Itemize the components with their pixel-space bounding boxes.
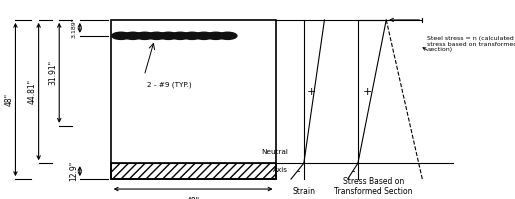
Circle shape xyxy=(112,32,130,39)
Text: +: + xyxy=(307,87,316,97)
Circle shape xyxy=(171,32,190,39)
Text: Neutral: Neutral xyxy=(262,149,288,155)
Text: 2 - #9 (TYP.): 2 - #9 (TYP.) xyxy=(147,82,192,88)
Circle shape xyxy=(207,32,225,39)
Bar xyxy=(111,20,276,179)
Text: -: - xyxy=(351,166,354,176)
Text: 3.189": 3.189" xyxy=(71,18,76,38)
Circle shape xyxy=(147,32,166,39)
Circle shape xyxy=(195,32,213,39)
Bar xyxy=(111,163,276,179)
Text: 44.81": 44.81" xyxy=(27,79,37,104)
Circle shape xyxy=(183,32,201,39)
Bar xyxy=(111,163,276,179)
Text: Stress Based on
Transformed Section: Stress Based on Transformed Section xyxy=(334,177,413,196)
Circle shape xyxy=(124,32,142,39)
Text: Axis: Axis xyxy=(273,167,288,173)
Circle shape xyxy=(135,32,154,39)
Text: Steel stress = n (calculated
stress based on transformed
section): Steel stress = n (calculated stress base… xyxy=(427,36,515,52)
Text: Strain: Strain xyxy=(293,187,315,196)
Circle shape xyxy=(159,32,178,39)
Text: -: - xyxy=(297,166,300,176)
Text: 48": 48" xyxy=(186,197,200,199)
Text: 48": 48" xyxy=(5,93,14,106)
Text: 12.9": 12.9" xyxy=(69,161,78,181)
Text: 31.91": 31.91" xyxy=(48,60,58,85)
Text: +: + xyxy=(363,87,372,97)
Circle shape xyxy=(218,32,237,39)
